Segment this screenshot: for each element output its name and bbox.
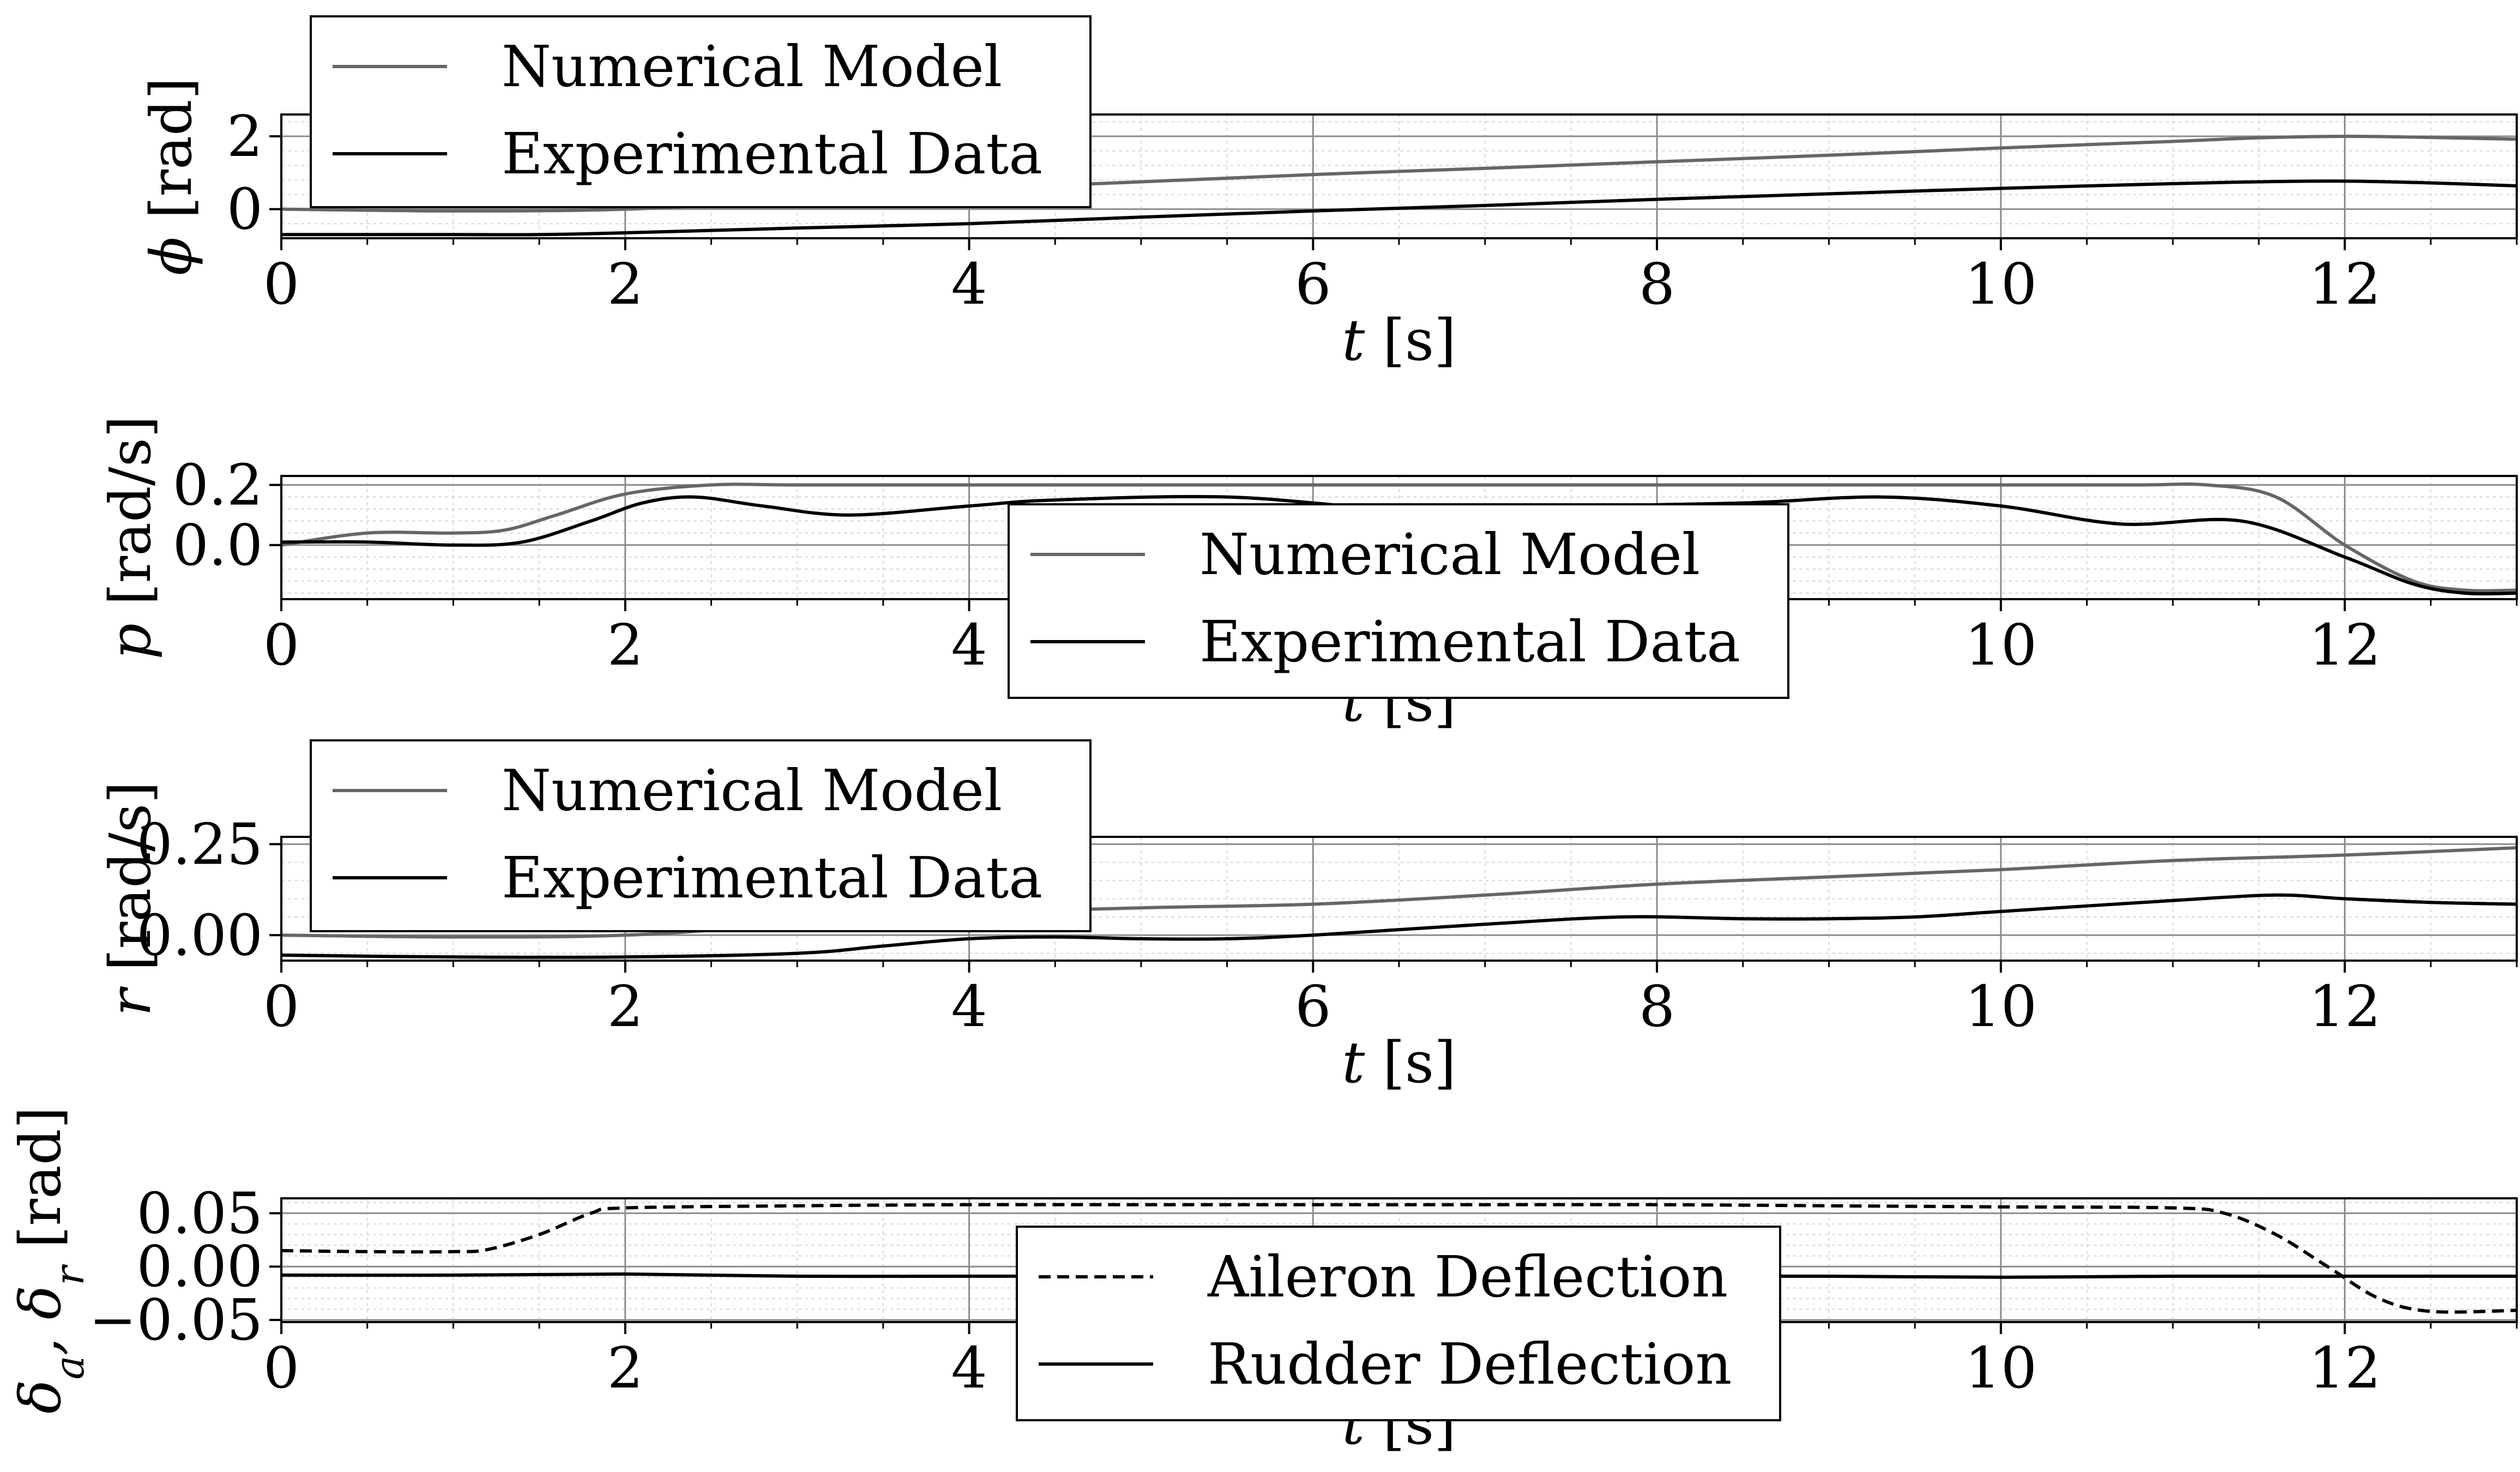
legend: Aileron Deflection Rudder Deflection: [1016, 1226, 1781, 1421]
y-tick-label: −0.05: [89, 1287, 263, 1353]
x-tick-label: 0: [263, 251, 299, 317]
y-tick-label: 0: [227, 176, 263, 243]
series-line-2: [281, 494, 2517, 596]
legend-label-1: Numerical Model: [1199, 521, 1700, 588]
y-tick-label: 0.05: [136, 1180, 263, 1246]
y-axis-label: ϕ [rad]: [138, 77, 204, 275]
legend-label-2: Experimental Data: [502, 844, 1042, 911]
x-tick-label: 4: [951, 612, 987, 678]
y-axis-label: r [rad/s]: [97, 781, 164, 1016]
legend-label-1: Aileron Deflection: [1207, 1244, 1728, 1310]
series-line-2: [281, 179, 2517, 237]
legend-label-2: Rudder Deflection: [1208, 1331, 1732, 1397]
legend-label-1: Numerical Model: [502, 757, 1002, 824]
x-tick-label: 6: [1295, 251, 1331, 317]
x-tick-label: 10: [1965, 251, 2037, 317]
series-line-1: [281, 482, 2517, 593]
y-tick-label: 0.25: [136, 811, 263, 877]
x-tick-label: 0: [263, 1335, 299, 1401]
series-line-1: [281, 846, 2517, 939]
x-tick-label: 10: [1965, 1335, 2037, 1401]
legend-label-2: Experimental Data: [502, 120, 1042, 187]
series-group: [281, 482, 2517, 596]
y-axis-label: δa, δr [rad]: [7, 1107, 93, 1414]
legend-label-1: Numerical Model: [502, 33, 1002, 100]
y-tick-label: 0.00: [136, 1233, 263, 1300]
x-tick-label: 8: [1639, 973, 1675, 1040]
legend: Numerical Model Experimental Data: [310, 739, 1092, 932]
y-tick-label: 0.0: [173, 512, 263, 578]
y-tick-label: 2: [227, 103, 263, 170]
legend-box: [310, 739, 1092, 932]
legend-box: [310, 15, 1092, 208]
x-tick-label: 12: [2308, 1335, 2380, 1401]
x-axis-label: t [s]: [1342, 1029, 1456, 1096]
x-tick-label: 0: [263, 973, 299, 1040]
x-axis-label: t [s]: [1342, 307, 1456, 373]
y-tick-label: 0.2: [173, 452, 263, 518]
x-tick-label: 10: [1965, 973, 2037, 1040]
legend-label-2: Experimental Data: [1199, 608, 1740, 675]
x-tick-label: 12: [2308, 973, 2380, 1040]
x-tick-label: 2: [607, 1335, 643, 1401]
panel-3: 0 2 4 6 8 10 12 0.00 0.25 t [s] r [rad/s] Numerical…: [97, 739, 2518, 1096]
legend-box: [1008, 503, 1789, 699]
x-tick-label: 12: [2308, 251, 2380, 317]
x-tick-label: 2: [607, 251, 643, 317]
x-tick-label: 4: [951, 1335, 987, 1401]
x-tick-label: 0: [263, 612, 299, 678]
x-tick-label: 4: [951, 251, 987, 317]
x-tick-label: 6: [1295, 973, 1331, 1040]
x-tick-label: 10: [1965, 612, 2037, 678]
series-line-1: [281, 1203, 2517, 1314]
x-tick-label: 8: [1639, 251, 1675, 317]
series-line-2: [281, 893, 2517, 959]
x-tick-label: 2: [607, 973, 643, 1040]
legend: Numerical Model Experimental Data: [1008, 503, 1789, 699]
legend: Numerical Model Experimental Data: [310, 15, 1092, 208]
y-axis-label: p [rad/s]: [97, 415, 164, 660]
x-tick-label: 4: [951, 973, 987, 1040]
ticks: 0 2 4 6 8 10 12 0.00 0.25: [136, 811, 2518, 1040]
y-tick-label: 0.00: [136, 902, 263, 968]
x-tick-label: 12: [2308, 612, 2380, 678]
series-group: [281, 846, 2517, 959]
x-tick-label: 2: [607, 612, 643, 678]
legend-box: [1016, 1226, 1781, 1421]
